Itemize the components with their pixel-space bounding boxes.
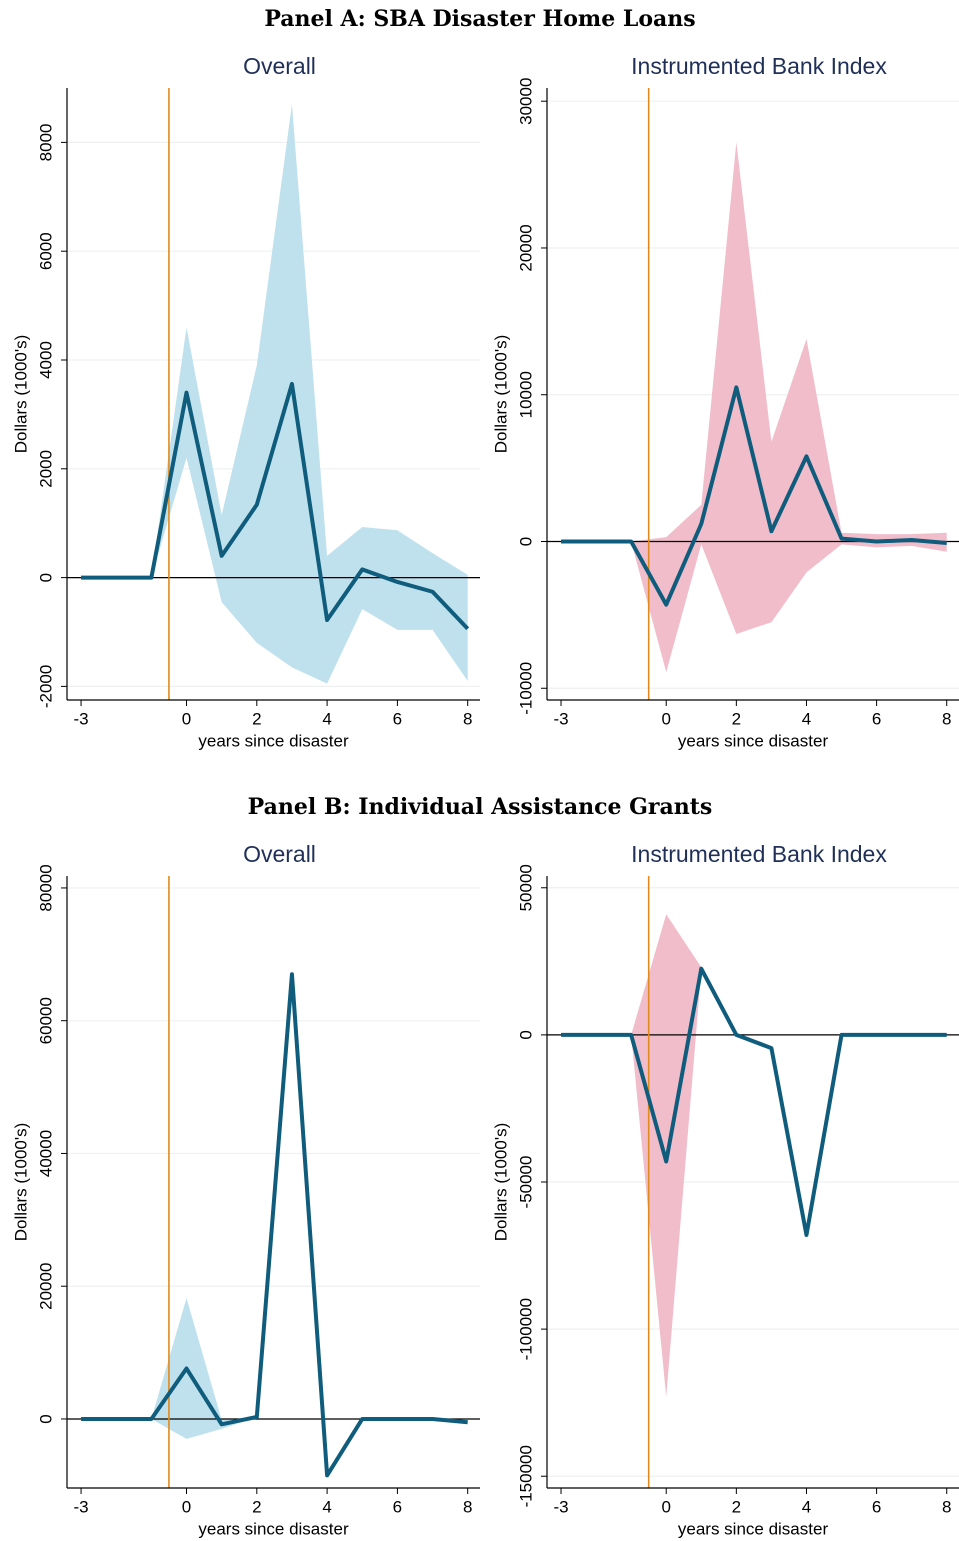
confidence-band [561,142,947,673]
y-tick-label: -150000 [516,1445,535,1507]
y-tick-label: 10000 [516,371,535,418]
x-tick-label: 0 [661,1497,670,1516]
x-tick-label: -3 [553,1497,568,1516]
chart-title: Instrumented Bank Index [631,841,887,867]
y-tick-label: -100000 [516,1298,535,1360]
x-tick-label: -3 [73,1497,88,1516]
x-tick-label: 4 [322,1497,331,1516]
x-axis-label: years since disaster [678,1519,829,1538]
x-axis-label: years since disaster [198,1519,349,1538]
x-tick-label: 6 [872,1497,881,1516]
x-tick-label: 2 [252,709,261,728]
y-tick-label: -50000 [516,1156,535,1209]
line-series [81,972,468,1478]
x-tick-label: 8 [942,1497,951,1516]
y-tick-label: 2000 [36,450,55,488]
y-tick-label: 30000 [516,78,535,125]
y-tick-label: 80000 [36,864,55,911]
x-tick-label: 0 [661,709,670,728]
chart-title: Instrumented Bank Index [631,53,887,79]
x-tick-label: 8 [463,1497,472,1516]
y-tick-label: 0 [36,1414,55,1423]
x-tick-label: 2 [732,1497,741,1516]
x-tick-label: 4 [802,1497,811,1516]
x-tick-label: 8 [463,709,472,728]
x-tick-label: 8 [942,709,951,728]
chart-title: Overall [243,53,316,79]
line-series [81,381,470,631]
y-axis-label: Dollars (1000's) [11,1123,30,1242]
x-tick-label: 4 [322,709,331,728]
x-tick-label: 0 [182,1497,191,1516]
y-axis-label: Dollars (1000's) [491,335,510,454]
y-tick-label: -2000 [36,665,55,708]
y-tick-label: 0 [36,573,55,582]
confidence-band [561,914,947,1397]
x-tick-label: 6 [393,1497,402,1516]
x-tick-label: 2 [732,709,741,728]
chart-title: Overall [243,841,316,867]
y-axis-label: Dollars (1000's) [11,335,30,454]
x-tick-label: 2 [252,1497,261,1516]
x-axis-label: years since disaster [678,731,829,750]
x-axis-label: years since disaster [198,731,349,750]
y-tick-label: 60000 [36,997,55,1044]
y-axis-label: Dollars (1000's) [491,1123,510,1242]
y-tick-label: 0 [516,537,535,546]
y-tick-label: 6000 [36,232,55,270]
x-tick-label: -3 [73,709,88,728]
confidence-band [81,974,468,1476]
x-tick-label: 0 [182,709,191,728]
panel-title: Panel B: Individual Assistance Grants [248,794,713,820]
line-series [561,385,947,607]
y-tick-label: 0 [516,1030,535,1039]
y-tick-label: -10000 [516,662,535,715]
confidence-band [81,104,468,684]
y-tick-label: 20000 [36,1263,55,1310]
x-tick-label: 6 [393,709,402,728]
line-series [561,966,947,1237]
y-tick-label: 8000 [36,123,55,161]
y-tick-label: 50000 [516,864,535,911]
x-tick-label: 4 [802,709,811,728]
x-tick-label: -3 [553,709,568,728]
y-tick-label: 40000 [36,1130,55,1177]
panel-title: Panel A: SBA Disaster Home Loans [264,6,695,32]
y-tick-label: 20000 [516,224,535,271]
x-tick-label: 6 [872,709,881,728]
y-tick-label: 4000 [36,341,55,379]
